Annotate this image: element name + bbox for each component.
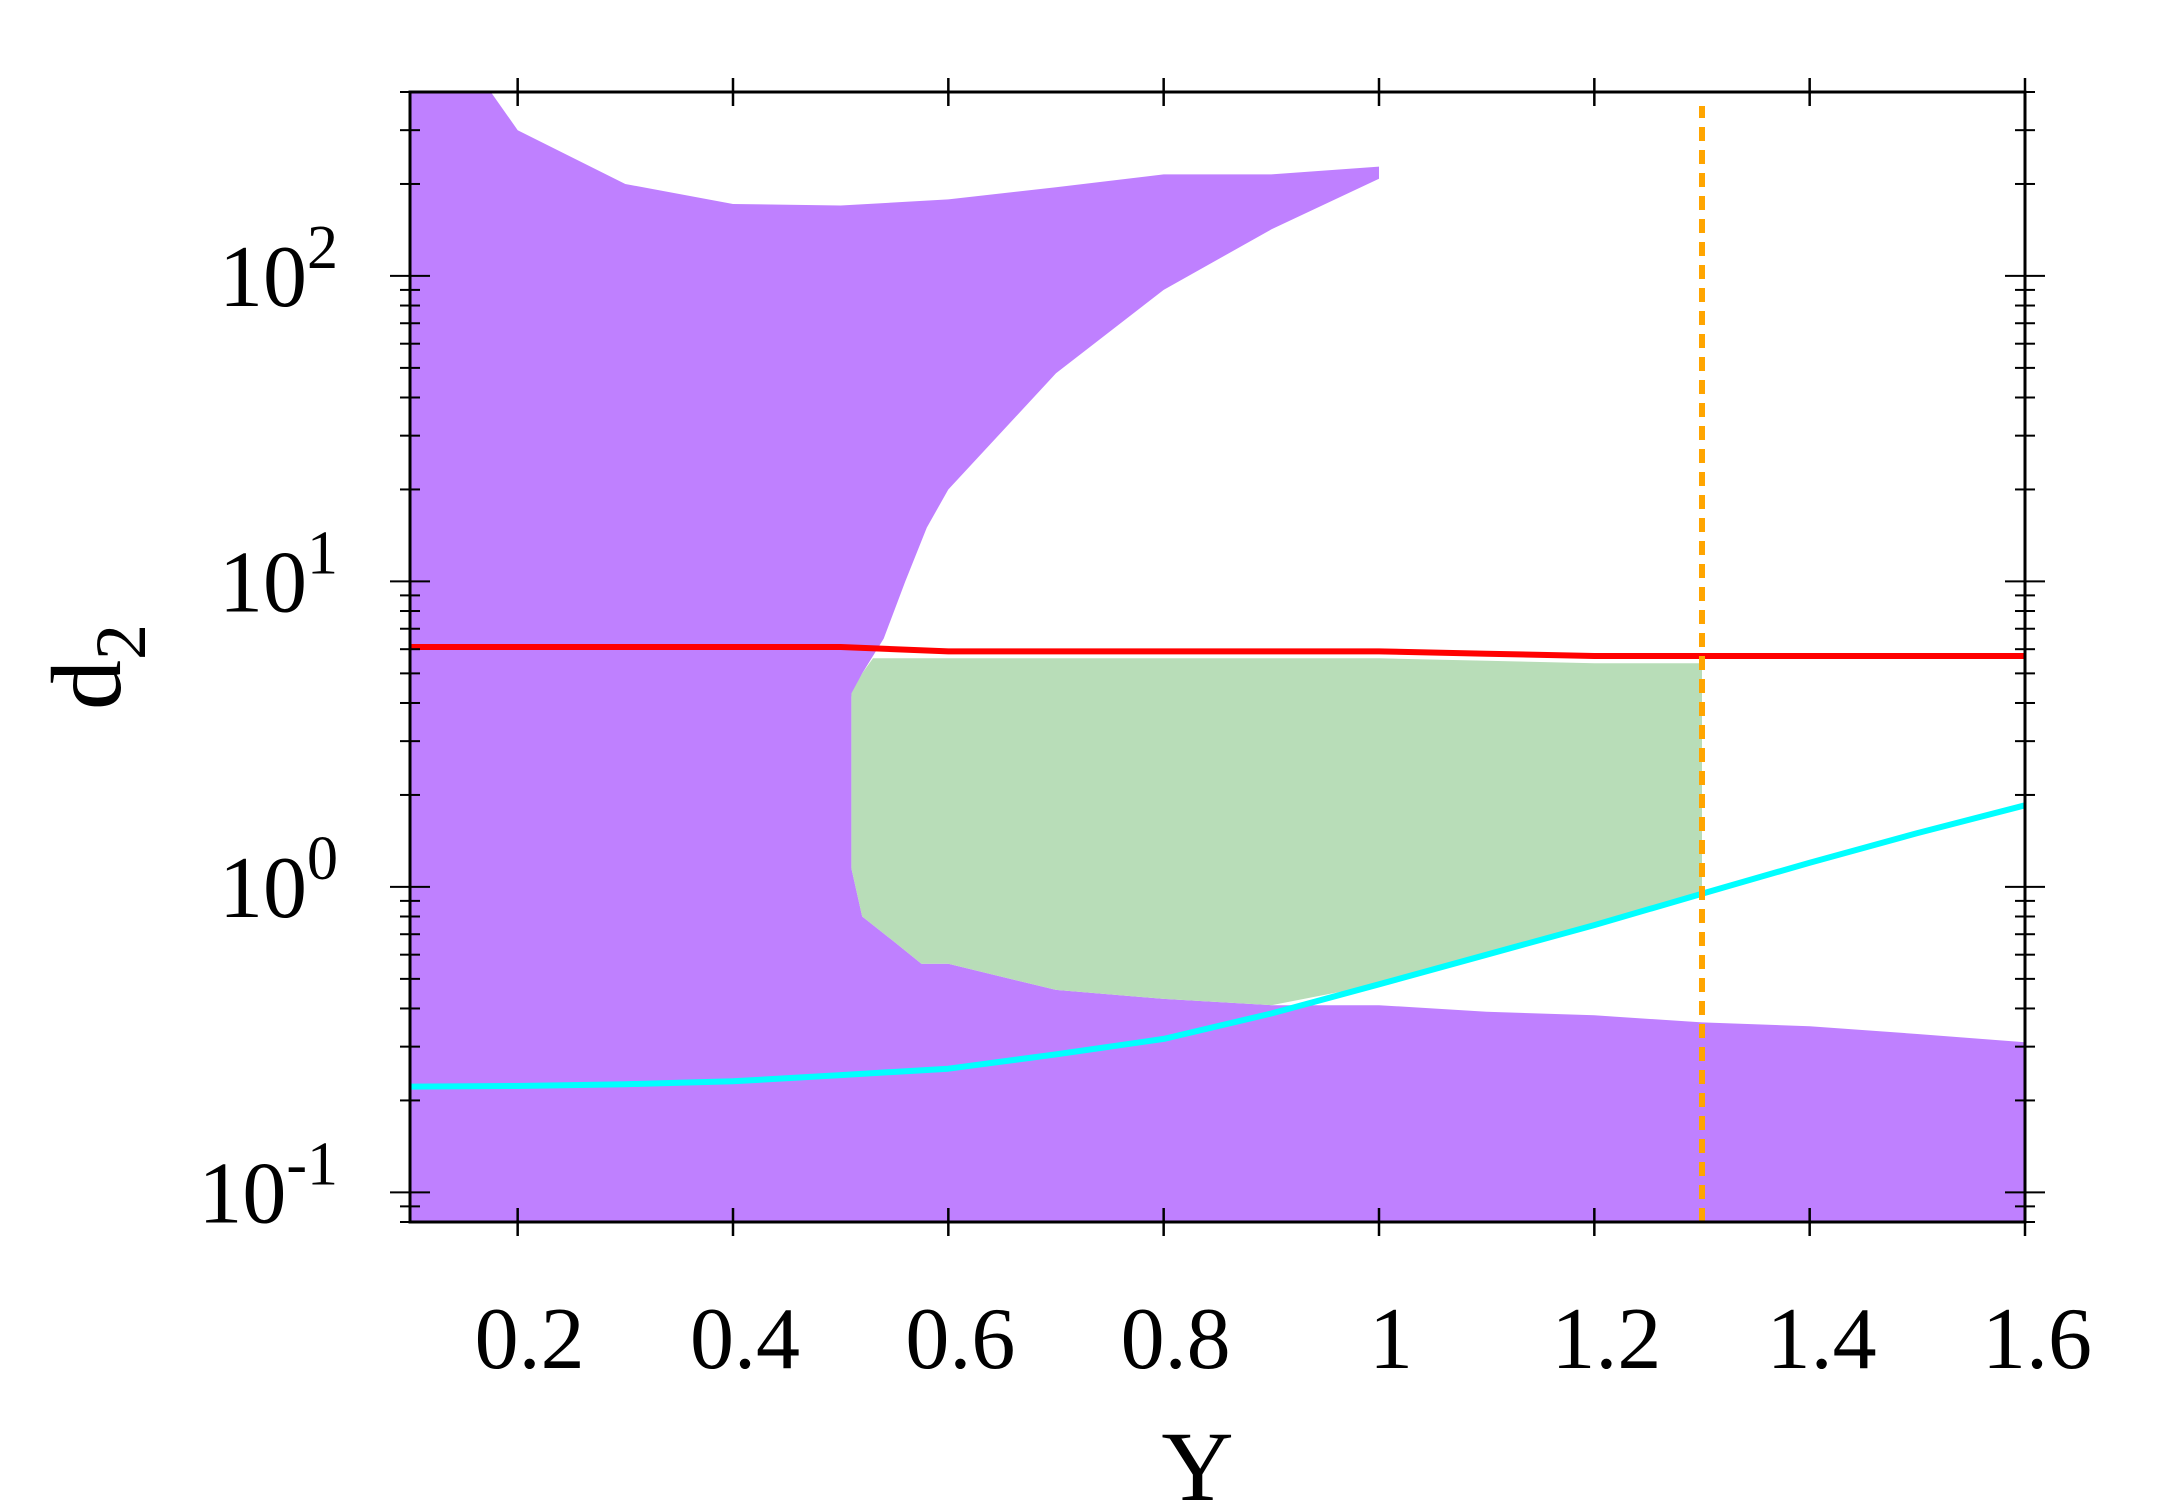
y-axis-title-main: d	[31, 660, 142, 710]
y-tick-label: 101	[219, 519, 338, 631]
x-axis-title: Y	[1161, 1411, 1233, 1512]
y-tick-label-base: 10	[198, 1145, 286, 1242]
shaded-regions	[410, 92, 2025, 1222]
y-axis-title: d2	[31, 624, 161, 710]
x-tick-label: 1	[1369, 1291, 1413, 1388]
y-tick-label-base: 10	[219, 229, 307, 326]
axis-ticks	[390, 78, 2045, 1236]
y-tick-label: 100	[219, 825, 338, 937]
x-tick-label: 0.6	[905, 1291, 1015, 1388]
x-tick-label: 0.8	[1121, 1291, 1231, 1388]
y-axis-title-subscript: 2	[81, 624, 161, 660]
region-1	[851, 658, 1702, 1006]
y-tick-label-base: 10	[219, 534, 307, 631]
x-tick-label: 0.4	[690, 1291, 800, 1388]
x-tick-label: 1.4	[1767, 1291, 1877, 1388]
series-line-0	[410, 644, 2025, 659]
x-tick-label: 1.2	[1551, 1291, 1661, 1388]
y-tick-label-exponent: -1	[286, 1130, 338, 1198]
y-tick-label: 10-1	[198, 1130, 338, 1242]
series-line-1	[409, 802, 2026, 1090]
y-tick-label-exponent: 0	[307, 825, 338, 893]
y-tick-label-base: 10	[219, 840, 307, 937]
x-tick-label: 1.6	[1982, 1291, 2092, 1388]
x-tick-label: 0.2	[475, 1291, 585, 1388]
y-tick-label-exponent: 1	[307, 519, 338, 587]
x-tick-labels: 0.2 0.4 0.6 0.8 1 1.2 1.4 1.6	[475, 1291, 2092, 1388]
series-lines	[409, 106, 2026, 1222]
y-tick-label: 102	[219, 214, 338, 326]
y-tick-label-exponent: 2	[307, 214, 338, 282]
plot-frame	[408, 90, 2027, 1224]
region-0	[410, 92, 2025, 1222]
